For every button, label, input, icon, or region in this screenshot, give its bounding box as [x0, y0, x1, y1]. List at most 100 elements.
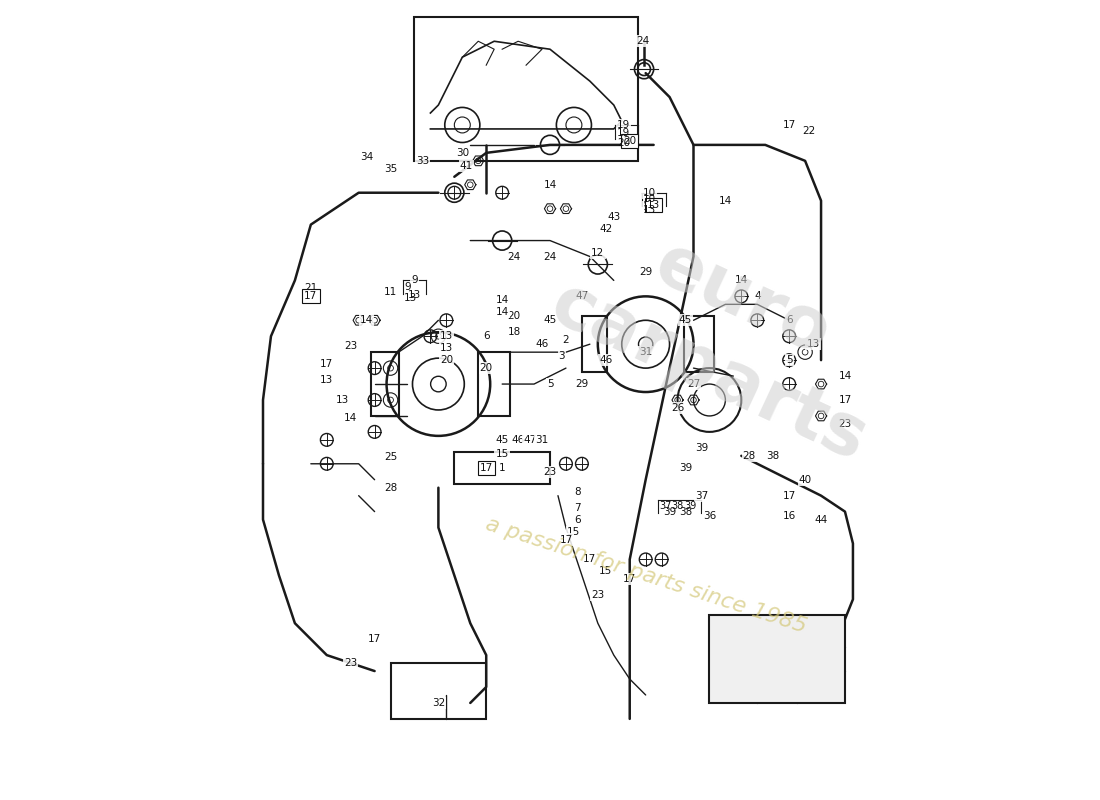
Text: 44: 44	[814, 514, 827, 525]
Text: 31: 31	[536, 435, 549, 445]
Text: 3: 3	[559, 351, 565, 361]
Text: 39: 39	[663, 506, 676, 517]
Text: 9: 9	[411, 275, 418, 286]
Text: 20: 20	[507, 311, 520, 322]
Text: 17: 17	[838, 395, 851, 405]
Text: 17: 17	[320, 359, 333, 369]
Text: 17: 17	[782, 120, 795, 130]
Text: 20: 20	[480, 363, 493, 373]
Bar	[710, 615, 845, 703]
Text: 13: 13	[404, 293, 417, 303]
Text: 20: 20	[440, 355, 453, 365]
Bar	[371, 352, 398, 416]
Text: 39: 39	[684, 501, 696, 511]
Text: 46: 46	[536, 339, 549, 349]
Text: 27: 27	[686, 379, 700, 389]
Bar	[390, 663, 486, 719]
Text: 16: 16	[782, 510, 795, 521]
Text: 20: 20	[624, 136, 636, 146]
Text: 19: 19	[617, 120, 630, 130]
Text: 39: 39	[695, 443, 708, 453]
Text: 25: 25	[384, 452, 397, 462]
Text: 13: 13	[647, 200, 660, 210]
Text: 7: 7	[574, 502, 581, 513]
Text: 17: 17	[782, 490, 795, 501]
Text: 23: 23	[344, 658, 358, 668]
Text: 20: 20	[617, 138, 630, 148]
Bar	[684, 316, 714, 372]
Text: 29: 29	[575, 379, 589, 389]
Text: 23: 23	[591, 590, 605, 600]
Text: 15: 15	[568, 526, 581, 537]
Text: 6: 6	[483, 331, 490, 342]
Text: 29: 29	[639, 267, 652, 278]
Text: 14: 14	[344, 413, 358, 422]
Text: 21: 21	[305, 283, 318, 294]
Text: 47: 47	[575, 291, 589, 302]
Text: 41: 41	[460, 162, 473, 171]
Text: 4: 4	[754, 291, 760, 302]
Text: 17: 17	[368, 634, 382, 644]
Text: 33: 33	[416, 156, 429, 166]
Text: 46: 46	[512, 435, 525, 445]
Text: 13: 13	[440, 343, 453, 353]
Text: 15: 15	[495, 450, 509, 459]
Text: 17: 17	[583, 554, 596, 565]
Text: 13: 13	[644, 202, 657, 212]
Text: 17: 17	[623, 574, 636, 584]
Text: 1: 1	[499, 462, 506, 473]
Text: 46: 46	[600, 355, 613, 365]
Text: euro
carparts: euro carparts	[539, 197, 911, 476]
Text: 23: 23	[543, 466, 557, 477]
Text: 26: 26	[671, 403, 684, 413]
Text: 14: 14	[838, 371, 851, 381]
Text: 14: 14	[735, 275, 748, 286]
Text: 14: 14	[495, 307, 509, 318]
Text: 14: 14	[718, 196, 732, 206]
Text: 14: 14	[543, 180, 557, 190]
Text: 24: 24	[507, 251, 520, 262]
Text: 14: 14	[360, 315, 373, 326]
Text: 45: 45	[679, 315, 692, 326]
Text: 24: 24	[543, 251, 557, 262]
Text: 37: 37	[695, 490, 708, 501]
Text: 17: 17	[305, 291, 318, 302]
Bar	[478, 352, 510, 416]
Text: 30: 30	[455, 148, 469, 158]
Text: 17: 17	[480, 462, 493, 473]
Text: 6: 6	[785, 315, 792, 326]
Text: 35: 35	[384, 164, 397, 174]
Text: 13: 13	[320, 375, 333, 385]
Text: 23: 23	[344, 341, 358, 350]
Text: 5: 5	[547, 379, 553, 389]
Text: 10: 10	[644, 188, 657, 198]
Text: 28: 28	[384, 482, 397, 493]
Text: 36: 36	[703, 510, 716, 521]
Text: 34: 34	[360, 152, 373, 162]
Text: 37: 37	[659, 501, 672, 511]
Text: 14: 14	[495, 295, 509, 306]
Text: 45: 45	[543, 315, 557, 326]
Text: 17: 17	[559, 534, 573, 545]
Text: 39: 39	[679, 462, 692, 473]
Text: 5: 5	[785, 355, 792, 365]
Bar	[582, 316, 607, 372]
Text: 40: 40	[799, 474, 812, 485]
Text: 8: 8	[574, 486, 581, 497]
Text: 31: 31	[639, 347, 652, 357]
Text: 13: 13	[644, 206, 657, 215]
Bar	[415, 18, 638, 161]
Text: 20: 20	[624, 138, 636, 148]
Text: 43: 43	[607, 212, 620, 222]
Text: 13: 13	[806, 339, 820, 349]
Text: a passion for parts since 1985: a passion for parts since 1985	[483, 514, 808, 637]
Text: 13: 13	[408, 290, 421, 300]
Text: 45: 45	[495, 435, 509, 445]
Text: 28: 28	[742, 451, 756, 461]
Text: 9: 9	[404, 282, 410, 292]
Text: 42: 42	[600, 223, 613, 234]
Text: 38: 38	[671, 501, 683, 511]
Text: 19: 19	[617, 128, 630, 138]
Text: 38: 38	[767, 451, 780, 461]
Text: 47: 47	[524, 435, 537, 445]
